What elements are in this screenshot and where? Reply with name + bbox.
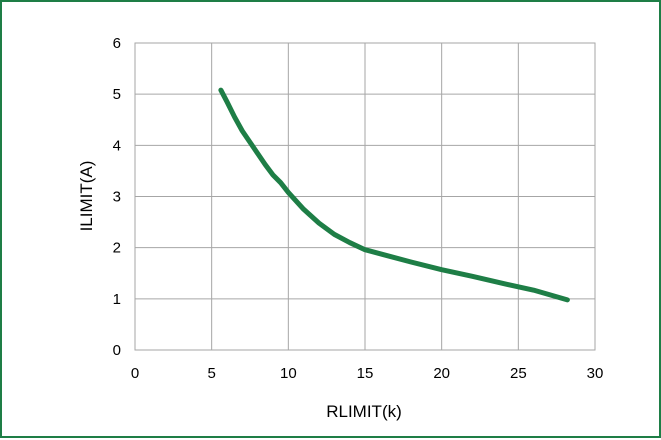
x-tick-label: 15 bbox=[357, 365, 374, 382]
y-axis-ticks: 0 1 2 3 4 5 6 bbox=[113, 35, 121, 359]
grid bbox=[134, 42, 596, 351]
y-tick-label: 1 bbox=[113, 291, 121, 308]
x-tick-label: 0 bbox=[131, 365, 139, 382]
y-axis-title: ILIMIT(A) bbox=[77, 161, 96, 232]
x-axis-title: RLIMIT(k) bbox=[326, 402, 402, 421]
series-line-0 bbox=[218, 87, 570, 303]
y-tick-label: 5 bbox=[113, 86, 121, 103]
x-tick-label: 25 bbox=[510, 365, 527, 382]
y-tick-label: 6 bbox=[113, 35, 121, 52]
y-tick-label: 0 bbox=[113, 342, 121, 359]
x-axis-ticks: 0 5 10 15 20 25 30 bbox=[131, 365, 604, 382]
y-tick-label: 2 bbox=[113, 240, 121, 257]
series-group bbox=[218, 87, 570, 303]
y-tick-label: 4 bbox=[113, 137, 121, 154]
x-tick-label: 10 bbox=[280, 365, 297, 382]
x-tick-label: 20 bbox=[433, 365, 450, 382]
y-tick-label: 3 bbox=[113, 189, 121, 206]
x-tick-label: 30 bbox=[587, 365, 604, 382]
x-tick-label: 5 bbox=[207, 365, 215, 382]
